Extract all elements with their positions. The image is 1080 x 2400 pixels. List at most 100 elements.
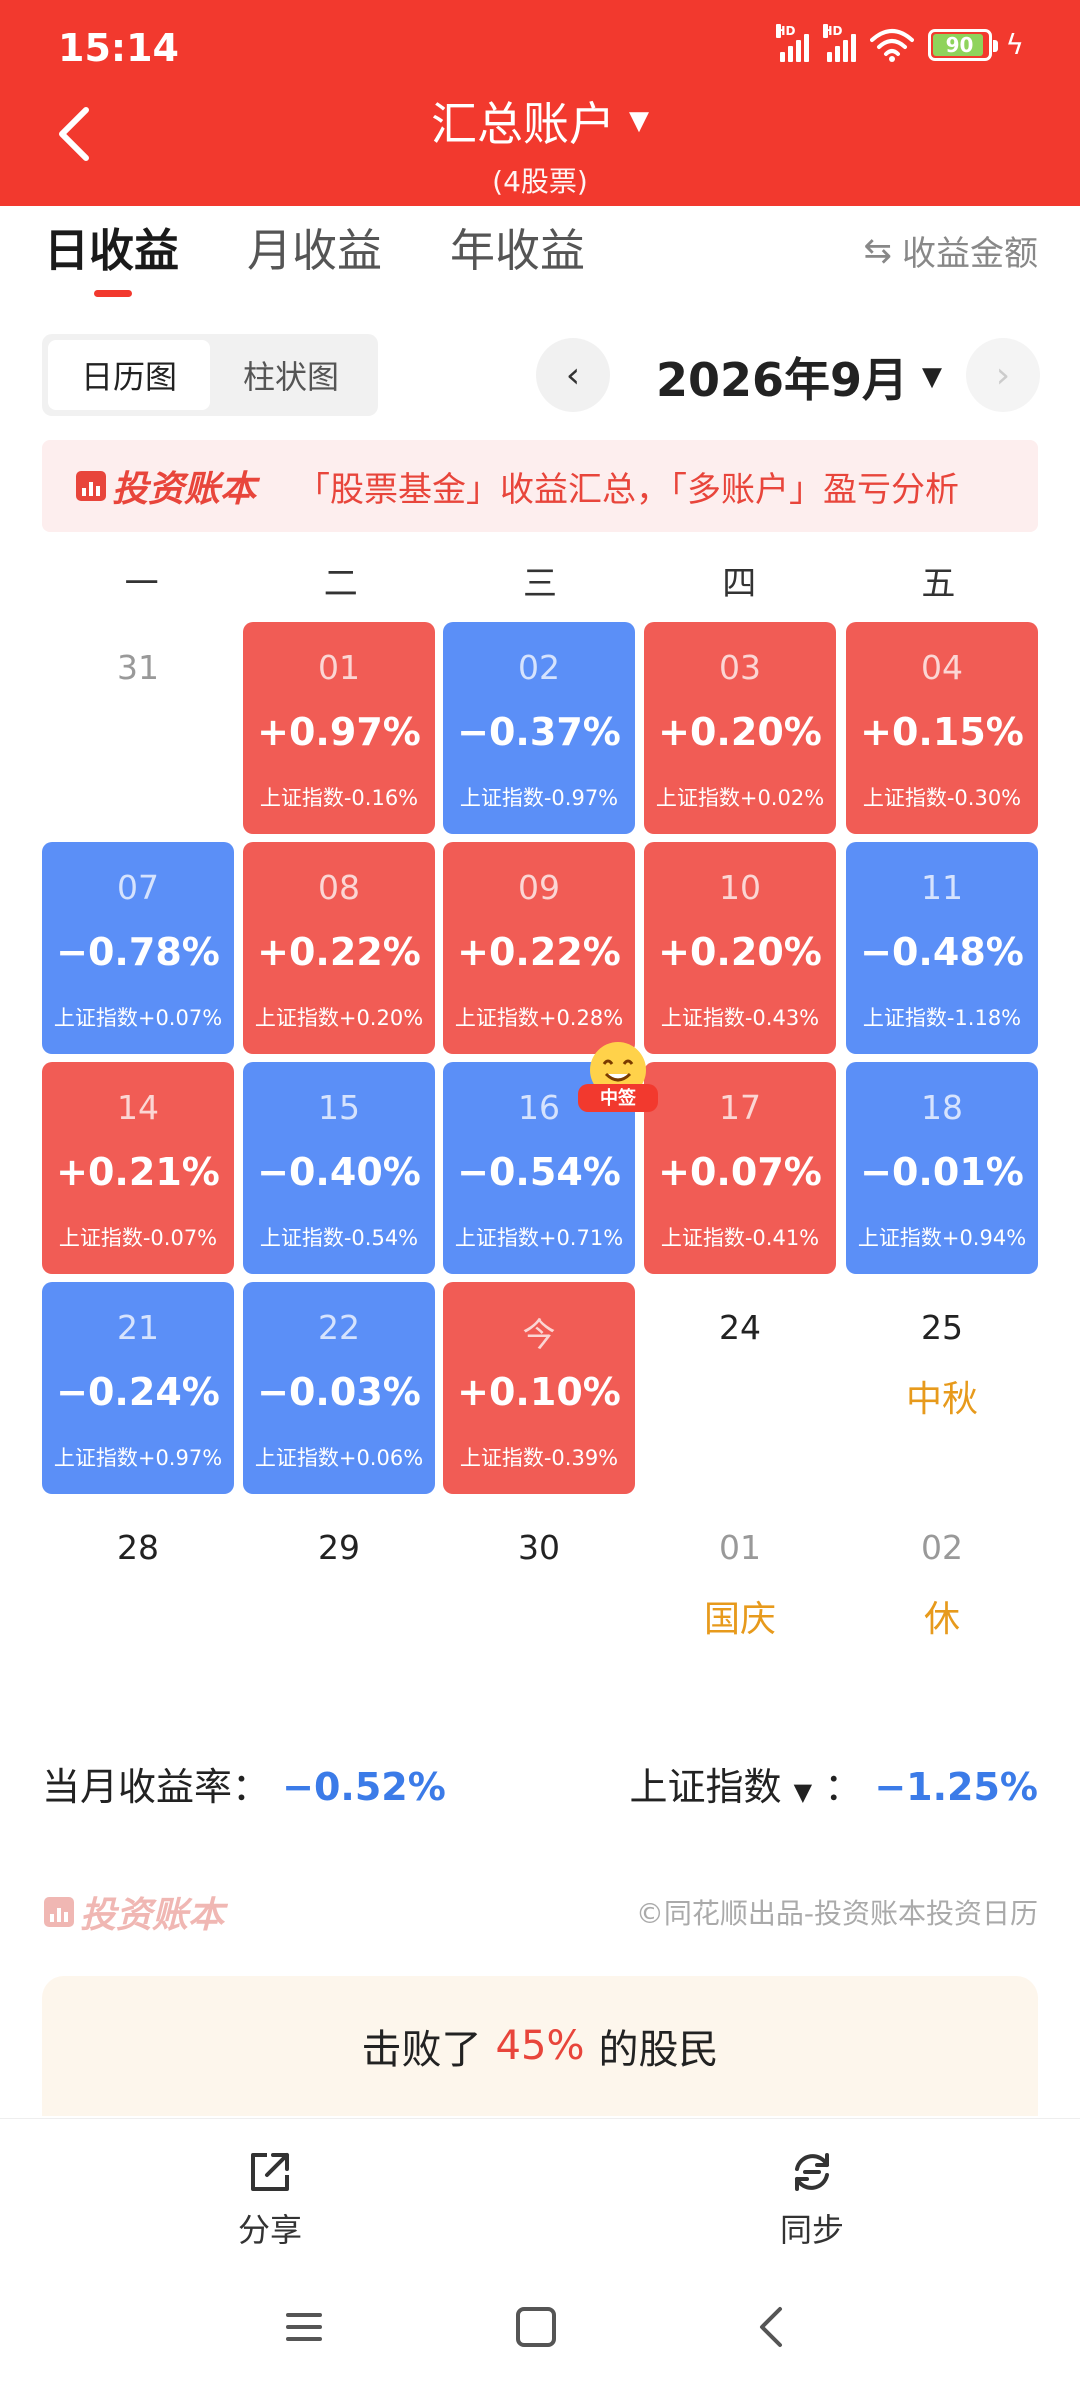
day-number: 10 [719, 868, 761, 907]
view-switch: 日历图 柱状图 [42, 334, 378, 416]
chevron-down-icon: ▼ [629, 106, 649, 136]
back-button[interactable] [52, 104, 98, 164]
calendar-day-cell: 30 [443, 1502, 635, 1714]
sync-label: 同步 [779, 2211, 844, 2249]
page-subtitle: (4股票) [492, 165, 588, 198]
day-number: 02 [518, 648, 560, 687]
calendar-day-cell[interactable]: 07 −0.78% 上证指数+0.07% [42, 842, 234, 1054]
index-change: 上证指数-0.07% [58, 1226, 218, 1250]
status-icons: HD HD 90 ϟ [775, 24, 1024, 62]
prev-month-button[interactable]: ‹ [536, 338, 610, 412]
swap-icon: ⇆ [863, 230, 893, 271]
calendar-day-cell[interactable]: 今 +0.10% 上证指数-0.39% [443, 1282, 635, 1494]
share-icon [251, 2153, 289, 2191]
month-return-label: 当月收益率： [42, 1765, 271, 1809]
index-change: 上证指数-0.16% [259, 786, 419, 810]
weekday-label: 五 [921, 564, 956, 604]
day-return: −0.40% [257, 1150, 421, 1194]
calendar-day-cell: 02 休 [846, 1502, 1038, 1714]
chevron-down-icon: ▼ [793, 1778, 813, 1806]
calendar-day-cell[interactable]: 18 −0.01% 上证指数+0.94% [846, 1062, 1038, 1274]
index-change: 上证指数-0.54% [259, 1226, 419, 1250]
calendar-day-cell[interactable]: 08 +0.22% 上证指数+0.20% [243, 842, 435, 1054]
day-return: −0.54% [457, 1150, 621, 1194]
bar-view-button[interactable]: 柱状图 [242, 358, 339, 396]
calendar-day-cell[interactable]: 03 +0.20% 上证指数+0.02% [644, 622, 836, 834]
share-label: 分享 [237, 2211, 302, 2249]
income-toggle[interactable]: ⇆ 收益金额 [864, 226, 1039, 275]
sync-button[interactable]: 同步 [732, 2149, 892, 2251]
signal-icon: HD [822, 24, 856, 62]
weekday-label: 二 [323, 564, 358, 604]
calendar-day-cell: 31 [42, 622, 234, 834]
calendar-day-cell[interactable]: 21 −0.24% 上证指数+0.97% [42, 1282, 234, 1494]
day-number: 01 [318, 648, 360, 687]
day-number: 17 [719, 1088, 761, 1127]
wifi-icon [869, 29, 914, 62]
day-number: 08 [318, 868, 360, 907]
index-label: 上证指数 [629, 1765, 782, 1809]
ranking-card[interactable]: 击败了 45% 的股民 [42, 1976, 1038, 2116]
battery-level: 90 [945, 33, 974, 57]
calendar-day-cell[interactable]: 09 +0.22% 上证指数+0.28% [443, 842, 635, 1054]
day-number: 04 [921, 648, 963, 687]
month-return-value: −0.52% [282, 1765, 446, 1809]
footer-brand: 投资账本 [44, 1886, 224, 1938]
calendar-day-cell[interactable]: 04 +0.15% 上证指数-0.30% [846, 622, 1038, 834]
chart-logo-icon [76, 471, 106, 501]
day-return: +0.97% [257, 710, 421, 754]
ranking-prefix: 击败了 [361, 2027, 482, 2073]
calendar-day-cell[interactable]: 10 +0.20% 上证指数-0.43% [644, 842, 836, 1054]
footer-brand-name: 投资账本 [80, 1895, 225, 1936]
day-number: 31 [117, 648, 159, 687]
status-time: 15:14 [58, 26, 179, 70]
tab-monthly[interactable]: 月收益 [247, 224, 383, 277]
holiday-label: 中秋 [905, 1379, 978, 1420]
calendar-view-button[interactable]: 日历图 [48, 340, 210, 410]
copyright: ©同花顺出品-投资账本投资日历 [635, 1897, 1038, 1930]
back-icon[interactable] [742, 2302, 802, 2352]
tab-daily[interactable]: 日收益 [44, 214, 179, 297]
ranking-suffix: 的股民 [598, 2027, 719, 2073]
day-number: 25 [921, 1308, 963, 1347]
account-selector[interactable]: 汇总账户 ▼ (4股票) [0, 88, 1080, 200]
calendar-day-cell[interactable]: 14 +0.21% 上证指数-0.07% [42, 1062, 234, 1274]
page-title[interactable]: 汇总账户 ▼ [431, 88, 649, 154]
calendar-day-cell[interactable]: 17 +0.07% 上证指数-0.41% [644, 1062, 836, 1274]
month-selector[interactable]: 2026年9月 ▼ [656, 344, 942, 410]
day-return: +0.21% [56, 1150, 220, 1194]
index-change: 上证指数+0.97% [53, 1446, 223, 1470]
calendar-day-cell[interactable]: 16 −0.54% 上证指数+0.71% [443, 1062, 635, 1274]
brand-name: 投资账本 [112, 469, 257, 510]
index-change: 上证指数-0.97% [459, 786, 619, 810]
day-number: 01 [719, 1528, 761, 1567]
day-number: 21 [117, 1308, 159, 1347]
lottery-sticker[interactable]: 中签 [570, 1040, 666, 1118]
day-return: +0.22% [257, 930, 421, 974]
network-type-label: HD [822, 24, 843, 38]
calendar-day-cell[interactable]: 01 +0.97% 上证指数-0.16% [243, 622, 435, 834]
weekday-label: 四 [722, 564, 757, 604]
bottom-action-bar: 分享 同步 [0, 2118, 1080, 2258]
calendar-day-cell[interactable]: 02 −0.37% 上证指数-0.97% [443, 622, 635, 834]
home-icon[interactable] [506, 2302, 566, 2352]
month-nav: ‹ 2026年9月 ▼ › [536, 338, 1040, 412]
chevron-down-icon: ▼ [922, 362, 943, 392]
calendar-day-cell[interactable]: 22 −0.03% 上证指数+0.06% [243, 1282, 435, 1494]
index-return-value: −1.25% [874, 1765, 1038, 1809]
calendar-day-cell[interactable]: 11 −0.48% 上证指数-1.18% [846, 842, 1038, 1054]
calendar-day-cell[interactable]: 15 −0.40% 上证指数-0.54% [243, 1062, 435, 1274]
promo-banner[interactable]: 投资账本 「股票基金」收益汇总，「多账户」盈亏分析 [42, 440, 1038, 532]
sticker-label: 中签 [600, 1087, 637, 1109]
tab-yearly[interactable]: 年收益 [450, 224, 586, 277]
share-button[interactable]: 分享 [190, 2149, 350, 2251]
menu-icon[interactable] [274, 2302, 334, 2352]
index-change: 上证指数-1.18% [862, 1006, 1022, 1030]
next-month-button[interactable]: › [966, 338, 1040, 412]
day-number: 29 [318, 1528, 360, 1567]
day-number: 30 [518, 1528, 560, 1567]
index-return[interactable]: 上证指数 ▼ ： −1.25% [630, 1756, 1038, 1811]
system-nav-bar [0, 2258, 1080, 2400]
index-change: 上证指数-0.30% [862, 786, 1022, 810]
index-change: 上证指数+0.94% [857, 1226, 1027, 1250]
